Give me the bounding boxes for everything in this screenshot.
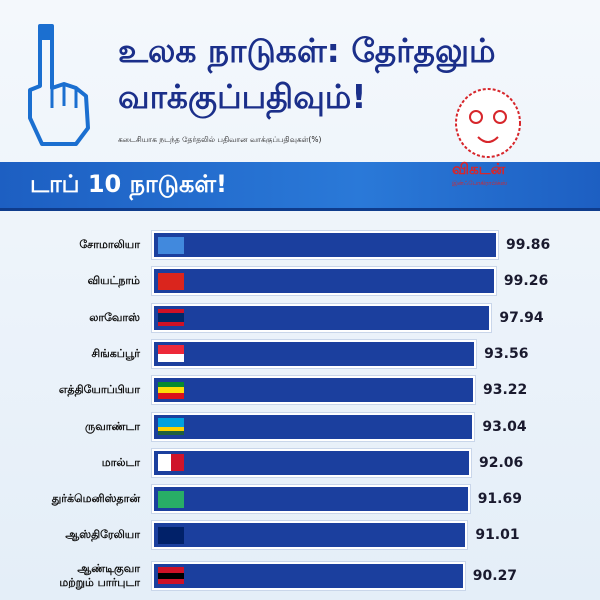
banner xyxy=(0,162,600,211)
flag xyxy=(158,236,184,254)
category-label: துர்க்மெனிஸ்தான் xyxy=(51,492,140,506)
value-label: 99.26 xyxy=(503,273,549,290)
flag xyxy=(158,272,184,290)
category-label: ருவாண்டா xyxy=(85,419,140,433)
category-label: சோமாலியா xyxy=(79,238,140,251)
flag-stripe xyxy=(158,426,184,431)
value-label: 99.86 xyxy=(506,237,551,253)
category-label: லாவோஸ் xyxy=(89,310,140,324)
flag-stripe xyxy=(158,381,184,388)
bar xyxy=(152,376,475,405)
flag-stripe xyxy=(158,490,184,508)
bar xyxy=(152,303,492,332)
value-label: 93.56 xyxy=(484,345,529,362)
flag xyxy=(158,454,184,472)
flag-stripe xyxy=(158,345,184,354)
flag-stripe xyxy=(158,578,184,585)
finger-icon xyxy=(28,24,90,146)
category-label: ஆண்டிகுவா மற்றும் பார்புடா xyxy=(59,561,140,589)
banner-text: டாப் 10 நாடுகள்! xyxy=(30,170,227,198)
flag-stripe xyxy=(171,454,184,472)
category-label: ஆஸ்திரேலியா xyxy=(65,528,140,542)
bar xyxy=(152,448,471,477)
flag-stripe xyxy=(158,526,184,544)
value-label: 93.04 xyxy=(482,418,527,435)
bar xyxy=(152,485,470,514)
category-label: வியட்நாம் xyxy=(87,274,140,288)
category-label: சிங்கப்பூர் xyxy=(91,346,140,360)
bar xyxy=(152,339,477,368)
value-label: 91.69 xyxy=(477,491,522,508)
flag-stripe xyxy=(158,430,184,435)
bar xyxy=(152,267,496,296)
flag-stripe xyxy=(158,454,171,472)
flag xyxy=(158,567,184,585)
flag-stripe xyxy=(158,321,184,327)
chart-subtitle: கடைசியாக நடந்த தேர்தலில் பதிவான வாக்குப்… xyxy=(118,135,322,144)
value-label: 90.27 xyxy=(472,567,518,584)
flag xyxy=(158,381,184,399)
flag xyxy=(158,418,184,435)
bar xyxy=(152,561,465,590)
flag xyxy=(158,526,184,544)
value-label: 93.22 xyxy=(482,382,528,399)
flag-stripe xyxy=(158,572,184,579)
category-label: எத்தியோப்பியா xyxy=(58,383,140,397)
flag-stripe xyxy=(158,387,184,394)
logo-name: விகடன் xyxy=(452,160,506,178)
value-label: 91.01 xyxy=(475,527,520,544)
flag-stripe xyxy=(158,313,184,322)
flag-stripe xyxy=(158,393,184,399)
flag-stripe xyxy=(158,353,184,363)
flag-stripe xyxy=(158,418,184,427)
flag xyxy=(158,490,184,508)
bar xyxy=(152,231,498,259)
value-label: 97.94 xyxy=(499,309,544,326)
flag-stripe xyxy=(158,272,184,290)
flag xyxy=(158,309,184,327)
bar xyxy=(152,412,475,441)
chart-title: உலக நாடுகள்: தேர்தலும் வாக்குப்பதிவும்! xyxy=(118,31,496,116)
flag-stripe xyxy=(158,309,184,314)
flag-stripe xyxy=(158,567,184,573)
category-label: மால்டா xyxy=(101,455,140,469)
flag-stripe xyxy=(158,236,184,254)
flag xyxy=(158,345,184,363)
value-label: 92.06 xyxy=(478,454,524,471)
bar xyxy=(152,521,468,550)
logo-face xyxy=(455,88,521,158)
logo-tagline: இன்ஃபோகிராபிக்ஸ் xyxy=(452,180,508,187)
